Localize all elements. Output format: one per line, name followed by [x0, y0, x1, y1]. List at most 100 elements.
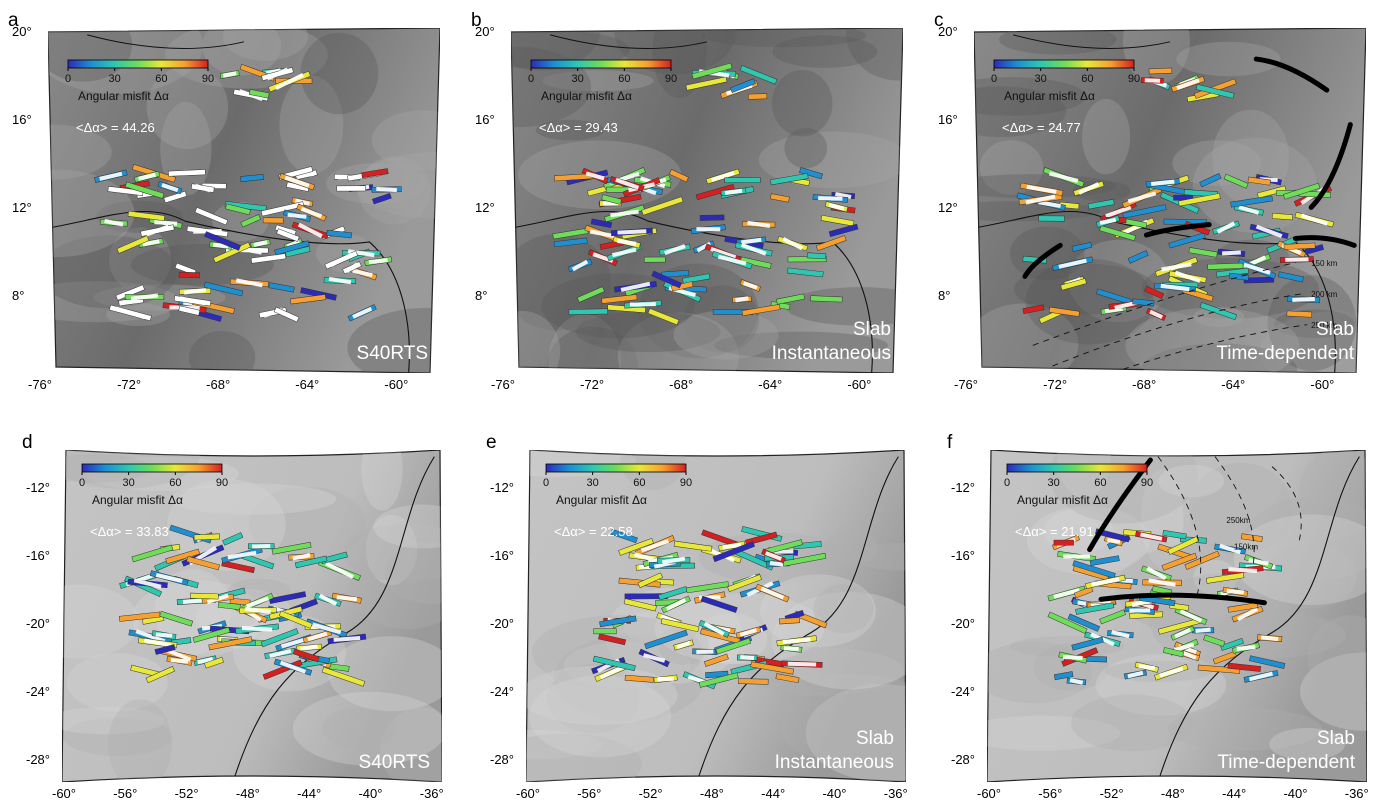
split-marker — [700, 595, 738, 613]
split-marker — [770, 193, 790, 203]
split-marker — [1170, 76, 1206, 93]
model-name-label: Slab — [853, 319, 891, 340]
colorbar: 0 30 60 90 Angular misfit Δα — [65, 59, 214, 103]
latitude-tick-label: -12° — [490, 480, 514, 495]
colorbar: 0 30 60 90 Angular misfit Δα — [543, 463, 692, 507]
split-marker — [644, 256, 666, 263]
colorbar-tick-label: 90 — [1128, 73, 1140, 85]
contour-label: 250km — [1226, 516, 1250, 525]
split-marker — [609, 176, 645, 192]
split-marker — [653, 674, 678, 684]
latitude-tick-label: -12° — [951, 480, 975, 495]
terrain-shade — [300, 32, 379, 115]
split-marker — [782, 552, 827, 567]
split-marker — [735, 626, 762, 639]
split-marker — [656, 556, 691, 565]
split-marker — [1071, 636, 1104, 651]
split-marker — [776, 293, 805, 305]
terrain-shade — [617, 312, 740, 373]
split-marker — [262, 217, 284, 224]
terrain-shade — [1298, 450, 1367, 539]
split-marker — [741, 303, 781, 317]
terrain-shade — [146, 65, 229, 150]
model-name-label: Instantaneous — [775, 752, 894, 773]
split-marker — [1089, 555, 1120, 566]
split-marker — [1257, 634, 1283, 642]
latitude-tick-label: -16° — [26, 548, 50, 563]
split-marker — [685, 76, 728, 91]
longitude-tick-label: -64° — [295, 377, 320, 392]
split-marker — [1018, 193, 1063, 206]
colorbar-tick-label: 0 — [1004, 477, 1010, 489]
split-marker — [1240, 533, 1263, 543]
longitude-tick-label: -60° — [1310, 377, 1335, 392]
split-marker — [149, 570, 189, 586]
split-marker — [178, 271, 200, 279]
split-marker — [225, 203, 251, 216]
split-marker — [724, 177, 761, 184]
split-marker — [1075, 602, 1115, 615]
longitude-tick-label: -64° — [758, 377, 783, 392]
split-marker — [1048, 306, 1080, 317]
terrain-shade — [1269, 727, 1346, 761]
split-marker — [1223, 173, 1249, 189]
model-name-label: Time-dependent — [1217, 752, 1355, 773]
split-marker — [1231, 605, 1264, 623]
map-background — [511, 28, 903, 373]
colorbar-label: Angular misfit Δα — [541, 89, 632, 103]
terrain-shade — [1014, 263, 1156, 315]
split-marker — [691, 62, 733, 80]
split-marker — [273, 658, 313, 676]
longitude-tick-label: -68° — [669, 377, 694, 392]
terrain-shade — [63, 717, 173, 756]
terrain-shade — [673, 310, 779, 360]
terrain-shade — [547, 663, 640, 734]
split-marker — [1283, 242, 1316, 250]
terrain-shade — [384, 542, 442, 604]
colorbar-tick-label: 60 — [1081, 73, 1093, 85]
colorbar-tick-label: 60 — [169, 477, 181, 489]
split-marker — [711, 250, 753, 270]
split-marker — [1214, 543, 1247, 555]
terrain-shade — [373, 504, 442, 549]
colorbar-label: Angular misfit Δα — [1017, 493, 1108, 507]
colorbar-tick-label: 0 — [79, 477, 85, 489]
split-marker — [165, 548, 201, 565]
split-marker — [739, 65, 778, 85]
split-marker — [296, 643, 322, 652]
split-marker — [148, 217, 183, 229]
split-marker — [1042, 167, 1085, 188]
terrain-shade — [227, 578, 291, 603]
split-marker — [292, 648, 320, 663]
latitude-tick-label: -24° — [26, 684, 50, 699]
split-marker — [193, 533, 220, 541]
split-marker — [1047, 611, 1088, 634]
latitude-tick-label: 8° — [12, 288, 25, 303]
longitude-tick-label: -76° — [28, 377, 52, 392]
longitude-tick-label: -36° — [1344, 786, 1369, 801]
split-marker — [641, 196, 684, 216]
mean-misfit-label: <Δα> = 24.77 — [1002, 120, 1081, 135]
split-marker — [553, 237, 588, 248]
split-marker — [190, 183, 215, 193]
latitude-tick-label: -28° — [951, 752, 975, 767]
contour-label: 250 km — [1311, 321, 1338, 330]
split-marker — [154, 644, 176, 655]
split-marker — [140, 224, 175, 237]
split-marker — [1279, 256, 1314, 263]
split-marker — [1217, 248, 1246, 258]
longitude-tick-label: -52° — [638, 786, 663, 801]
split-marker — [217, 601, 241, 611]
split-marker — [278, 610, 313, 629]
longitude-tick-label: -56° — [577, 786, 602, 801]
split-marker — [606, 243, 642, 262]
split-marker — [729, 78, 756, 94]
terrain-shade — [758, 131, 903, 189]
longitude-tick-label: -76° — [491, 377, 515, 392]
split-marker — [673, 639, 694, 651]
terrain-shade — [614, 28, 736, 75]
split-marker — [779, 617, 801, 625]
split-marker — [1230, 195, 1273, 208]
split-marker — [1170, 625, 1195, 641]
